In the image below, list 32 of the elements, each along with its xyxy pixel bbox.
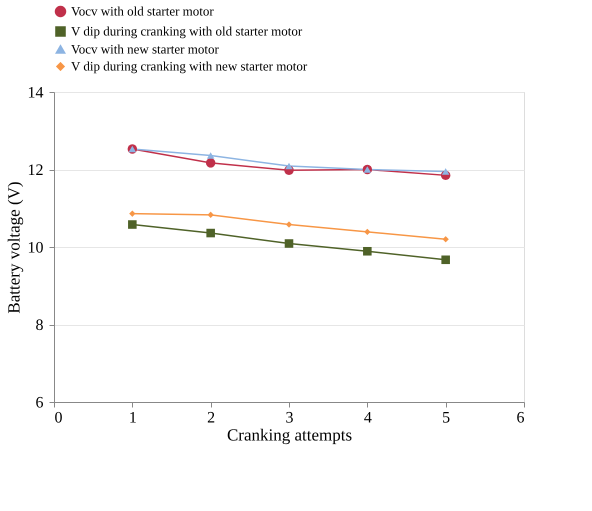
x-tick-label: 4 xyxy=(364,410,372,426)
y-tick-label: 10 xyxy=(28,240,44,256)
x-tick-label: 5 xyxy=(442,410,450,426)
x-tick-label: 3 xyxy=(286,410,294,426)
point xyxy=(286,221,292,228)
point xyxy=(128,220,137,229)
y-tick-label: 12 xyxy=(28,162,44,179)
point xyxy=(206,152,214,159)
y-tick-label: 8 xyxy=(36,317,44,334)
legend-label: Vocv with old starter motor xyxy=(71,4,214,18)
point xyxy=(364,228,370,236)
y-tick-label: 6 xyxy=(36,394,44,412)
x-tick-label: 2 xyxy=(207,410,216,426)
x-tick-label: 0 xyxy=(54,410,62,426)
y-axis-title: Battery voltage (V) xyxy=(4,181,24,314)
point xyxy=(206,158,216,168)
point xyxy=(441,256,450,264)
legend-label: Vocv with new starter motor xyxy=(71,42,220,56)
point xyxy=(442,236,449,242)
point xyxy=(284,239,294,248)
x-tick-label: 6 xyxy=(516,410,524,426)
point xyxy=(363,246,372,256)
legend-label: V dip during cranking with old starter motor xyxy=(71,24,303,38)
x-axis-title: Cranking attempts xyxy=(226,426,352,444)
x-tick-label: 1 xyxy=(128,410,137,426)
y-tick-label: 14 xyxy=(28,84,44,102)
point xyxy=(129,210,136,217)
point xyxy=(208,212,214,218)
legend-label: V dip during cranking with new starter motor xyxy=(71,58,308,74)
point xyxy=(442,168,450,175)
point xyxy=(285,162,293,170)
point xyxy=(206,228,215,238)
